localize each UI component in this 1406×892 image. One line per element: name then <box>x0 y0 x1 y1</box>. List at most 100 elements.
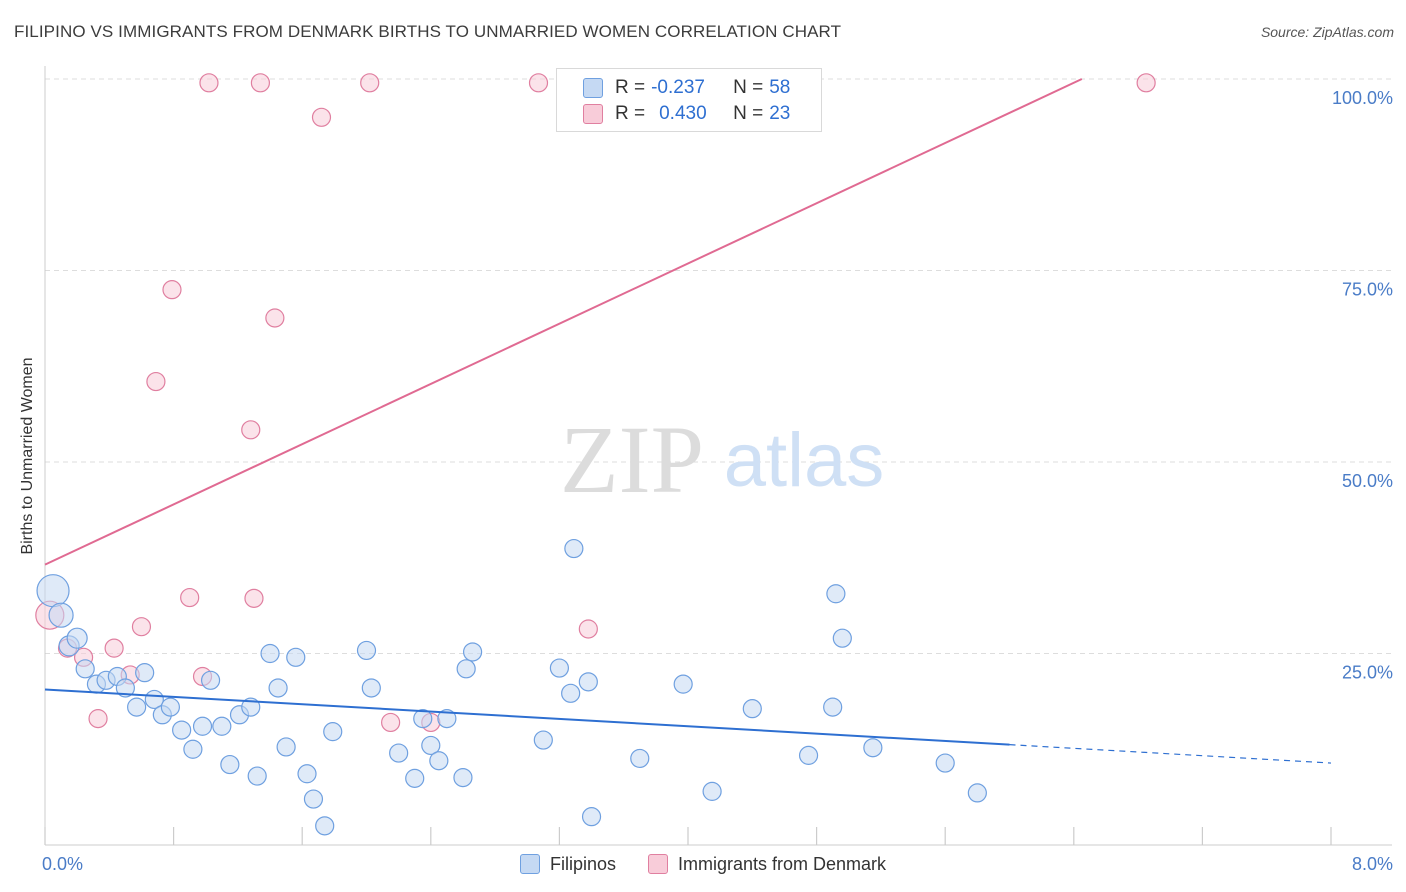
point-denmark <box>578 619 598 639</box>
point-filipinos <box>832 628 852 648</box>
point-denmark <box>146 371 166 392</box>
point-denmark <box>180 587 200 608</box>
point-filipinos <box>241 697 261 717</box>
point-filipinos <box>276 737 296 757</box>
watermark: ZIP atlas <box>560 406 884 513</box>
legend-r-label: R = <box>615 77 646 98</box>
point-denmark <box>244 588 264 608</box>
y-tick-label: 25.0% <box>1342 663 1393 683</box>
point-filipinos <box>361 678 381 698</box>
point-filipinos <box>413 709 433 729</box>
legend-swatch-denmark <box>647 854 668 874</box>
point-denmark <box>199 73 219 93</box>
point-filipinos <box>303 789 324 809</box>
point-denmark <box>360 73 380 93</box>
point-filipinos <box>561 683 581 703</box>
point-filipinos <box>742 699 762 719</box>
point-filipinos <box>183 739 203 759</box>
point-denmark <box>241 420 261 440</box>
point-filipinos <box>268 678 288 698</box>
point-denmark <box>250 73 271 93</box>
y-tick-label: 75.0% <box>1342 280 1393 300</box>
source-label: Source: ZipAtlas.com <box>1260 24 1394 40</box>
point-filipinos <box>630 748 650 769</box>
point-filipinos <box>323 722 343 742</box>
point-filipinos <box>429 751 449 771</box>
trendline-filipinos-extension <box>1009 744 1332 764</box>
point-filipinos <box>297 764 317 784</box>
point-filipinos <box>247 766 267 786</box>
point-filipinos <box>437 709 457 729</box>
axes <box>44 66 1392 846</box>
series-filipinos <box>36 538 987 836</box>
x-tick-label: 8.0% <box>1352 854 1393 874</box>
point-denmark <box>162 280 182 300</box>
legend-swatch-filipinos <box>583 78 603 98</box>
legend-row-filipinos: R = -0.237 N = 58 <box>557 75 790 101</box>
point-filipinos <box>453 767 473 788</box>
point-filipinos <box>212 716 232 736</box>
point-filipinos <box>115 678 135 698</box>
point-filipinos <box>935 753 955 773</box>
point-filipinos <box>48 602 74 628</box>
tick-labels: 25.0% 50.0% 75.0% 100.0% 0.0% 8.0% <box>42 88 1393 874</box>
watermark-atlas: atlas <box>724 418 885 503</box>
y-tick-label: 50.0% <box>1342 471 1393 491</box>
point-filipinos <box>220 754 240 775</box>
trendline-filipinos <box>44 688 1010 746</box>
point-filipinos <box>405 768 425 788</box>
legend-row-denmark: R = 0.430 N = 23 <box>557 101 790 127</box>
point-filipinos <box>356 640 377 661</box>
point-filipinos <box>200 670 221 690</box>
legend-n-value: 23 <box>769 103 791 124</box>
watermark-zip: ZIP <box>560 406 704 513</box>
point-denmark <box>131 617 152 637</box>
point-denmark <box>88 709 108 729</box>
point-denmark <box>265 308 285 328</box>
legend-item-filipinos[interactable]: Filipinos <box>519 854 616 875</box>
legend-n-value: 58 <box>769 77 791 98</box>
point-filipinos <box>578 672 598 692</box>
series-denmark <box>35 73 1156 733</box>
point-filipinos <box>673 674 693 694</box>
point-filipinos <box>462 642 483 662</box>
point-filipinos <box>564 538 584 559</box>
chart-title: FILIPINO VS IMMIGRANTS FROM DENMARK BIRT… <box>14 22 842 41</box>
point-filipinos <box>967 783 987 803</box>
point-filipinos <box>823 697 843 717</box>
legend-item-denmark[interactable]: Immigrants from Denmark <box>647 853 887 875</box>
gridlines <box>45 78 1392 654</box>
x-tick-label: 0.0% <box>42 854 83 874</box>
point-filipinos <box>702 781 722 801</box>
point-filipinos <box>286 647 306 667</box>
series-legend: Filipinos Immigrants from Denmark <box>0 852 1406 876</box>
trendline-denmark <box>44 78 1083 566</box>
point-filipinos <box>75 659 95 679</box>
point-denmark <box>104 638 124 658</box>
legend-r-value: 0.430 <box>659 103 707 124</box>
point-filipinos <box>135 663 155 683</box>
point-filipinos <box>389 743 409 763</box>
point-filipinos <box>36 574 70 608</box>
legend-swatch-denmark <box>583 104 603 124</box>
point-filipinos <box>863 738 883 758</box>
legend-r-value: -0.237 <box>651 77 705 98</box>
point-filipinos <box>160 697 180 717</box>
point-filipinos <box>456 659 476 679</box>
correlation-legend: R = -0.237 N = 58 R = 0.430 N = 23 <box>556 68 822 132</box>
legend-swatch-filipinos <box>519 854 540 874</box>
point-filipinos <box>172 720 192 740</box>
legend-n-label: N = <box>733 103 764 124</box>
point-filipinos <box>798 745 819 765</box>
y-tick-label: 100.0% <box>1332 88 1393 108</box>
point-filipinos <box>192 716 213 736</box>
point-filipinos <box>549 658 570 678</box>
point-filipinos <box>127 697 147 717</box>
legend-label-denmark: Immigrants from Denmark <box>677 853 887 874</box>
legend-n-label: N = <box>733 77 764 98</box>
point-filipinos <box>66 627 88 649</box>
point-filipinos <box>421 735 441 756</box>
trendlines <box>44 78 1332 764</box>
point-denmark <box>528 73 549 93</box>
